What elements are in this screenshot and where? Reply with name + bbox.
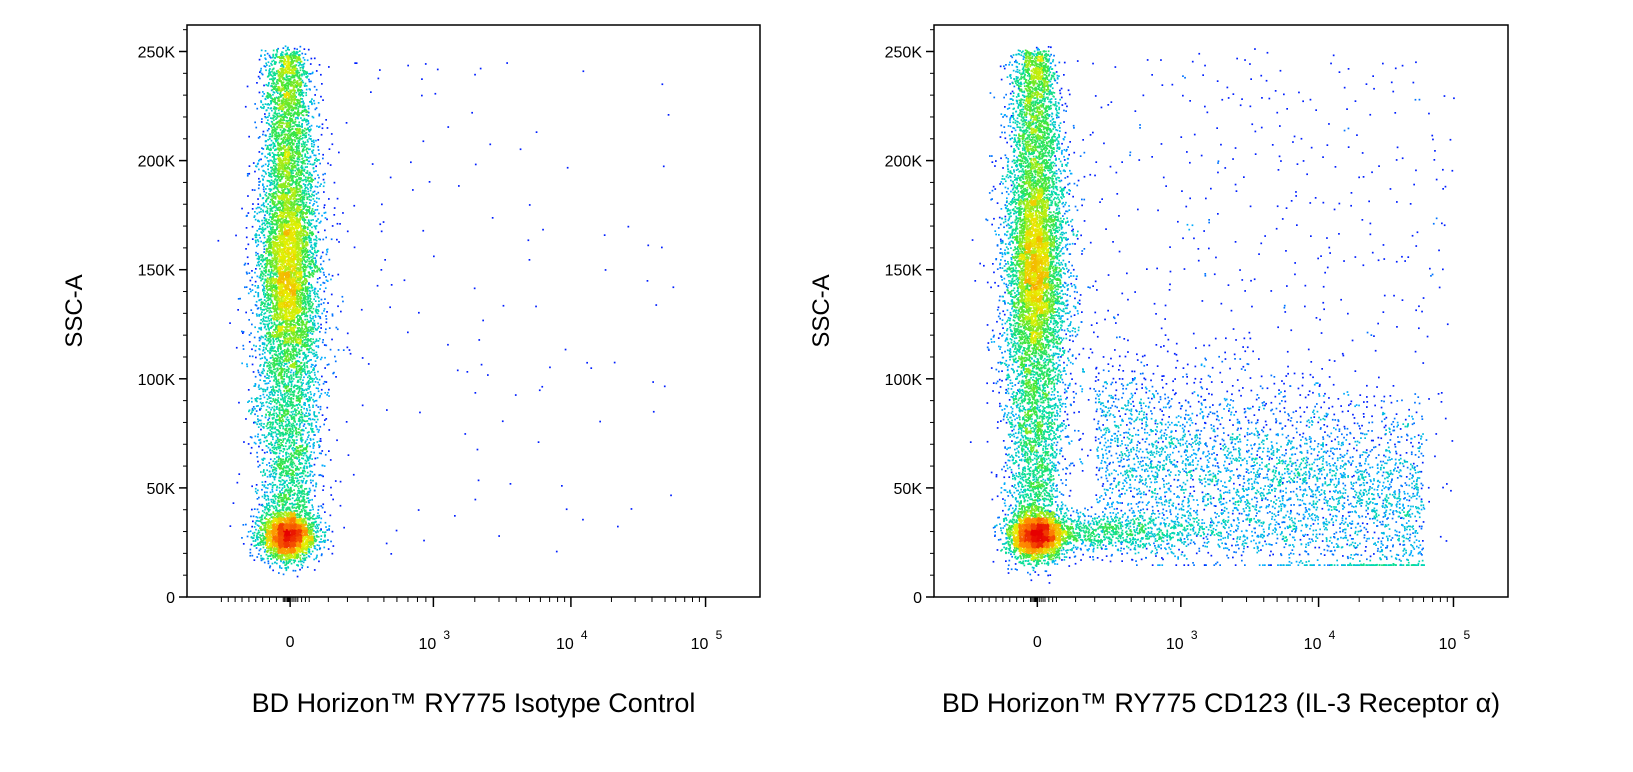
event-dot (268, 563, 270, 565)
event-dot (272, 570, 274, 572)
event-dot (324, 534, 326, 536)
event-dot (317, 525, 319, 527)
event-dot (313, 533, 315, 535)
event-dot (254, 559, 256, 561)
event-dot (312, 509, 314, 511)
event-dot (317, 530, 319, 532)
event-dot (298, 514, 300, 516)
event-dot (298, 561, 300, 563)
event-dot (274, 502, 276, 504)
event-dot (316, 524, 318, 526)
event-dot (282, 554, 284, 556)
event-dot (287, 567, 289, 569)
event-dot (268, 560, 270, 562)
event-dot (257, 533, 259, 535)
event-dot (333, 545, 335, 547)
event-dot (276, 563, 278, 565)
event-dot (264, 562, 266, 564)
event-dot (301, 515, 303, 517)
event-dot (317, 527, 319, 529)
event-dot (324, 536, 326, 538)
event-dot (314, 536, 316, 538)
event-dot (286, 564, 288, 566)
event-dot (315, 558, 317, 560)
event-dot (248, 531, 250, 533)
event-dot (247, 536, 249, 538)
event-dot (260, 555, 262, 557)
event-dot (252, 533, 254, 535)
event-dot (314, 545, 316, 547)
event-dot (304, 515, 306, 517)
event-dot (291, 563, 293, 565)
event-dot (320, 522, 322, 524)
event-dot (300, 555, 302, 557)
event-dot (260, 544, 262, 546)
event-dot (306, 552, 308, 554)
event-dot (288, 559, 290, 561)
event-dot (293, 570, 295, 572)
event-dot (328, 548, 330, 550)
event-dot (278, 572, 280, 574)
event-dot (299, 557, 301, 559)
event-dot (329, 525, 331, 527)
event-dot (327, 539, 329, 541)
event-dot (267, 558, 269, 560)
event-dot (313, 530, 315, 532)
event-dot (323, 547, 325, 549)
event-dot (272, 563, 274, 565)
event-dot (307, 566, 309, 568)
event-dot (259, 532, 261, 534)
event-dot (257, 509, 259, 511)
event-dot (285, 567, 287, 569)
event-dot (250, 549, 252, 551)
event-dot (264, 512, 266, 514)
event-dot (252, 555, 254, 557)
event-dot (318, 524, 320, 526)
event-dot (256, 556, 258, 558)
event-dot (313, 559, 315, 561)
event-dot (253, 516, 255, 518)
event-dot (264, 541, 266, 543)
event-dot (303, 555, 305, 557)
event-dot (317, 515, 319, 517)
event-dot (254, 532, 256, 534)
event-dot (293, 510, 295, 512)
event-dot (268, 549, 270, 551)
event-dot (262, 533, 264, 535)
event-dot (302, 565, 304, 567)
event-dot (255, 529, 257, 531)
event-dot (251, 526, 253, 528)
event-dot (316, 549, 318, 551)
event-dot (266, 554, 268, 556)
event-dot (267, 555, 269, 557)
event-dot (282, 556, 284, 558)
event-dot (306, 557, 308, 559)
event-dot (264, 551, 266, 553)
event-dot (300, 559, 302, 561)
event-dot (281, 567, 283, 569)
event-dot (263, 535, 265, 537)
event-dot (326, 529, 328, 531)
event-dot (318, 545, 320, 547)
event-dot (316, 555, 318, 557)
